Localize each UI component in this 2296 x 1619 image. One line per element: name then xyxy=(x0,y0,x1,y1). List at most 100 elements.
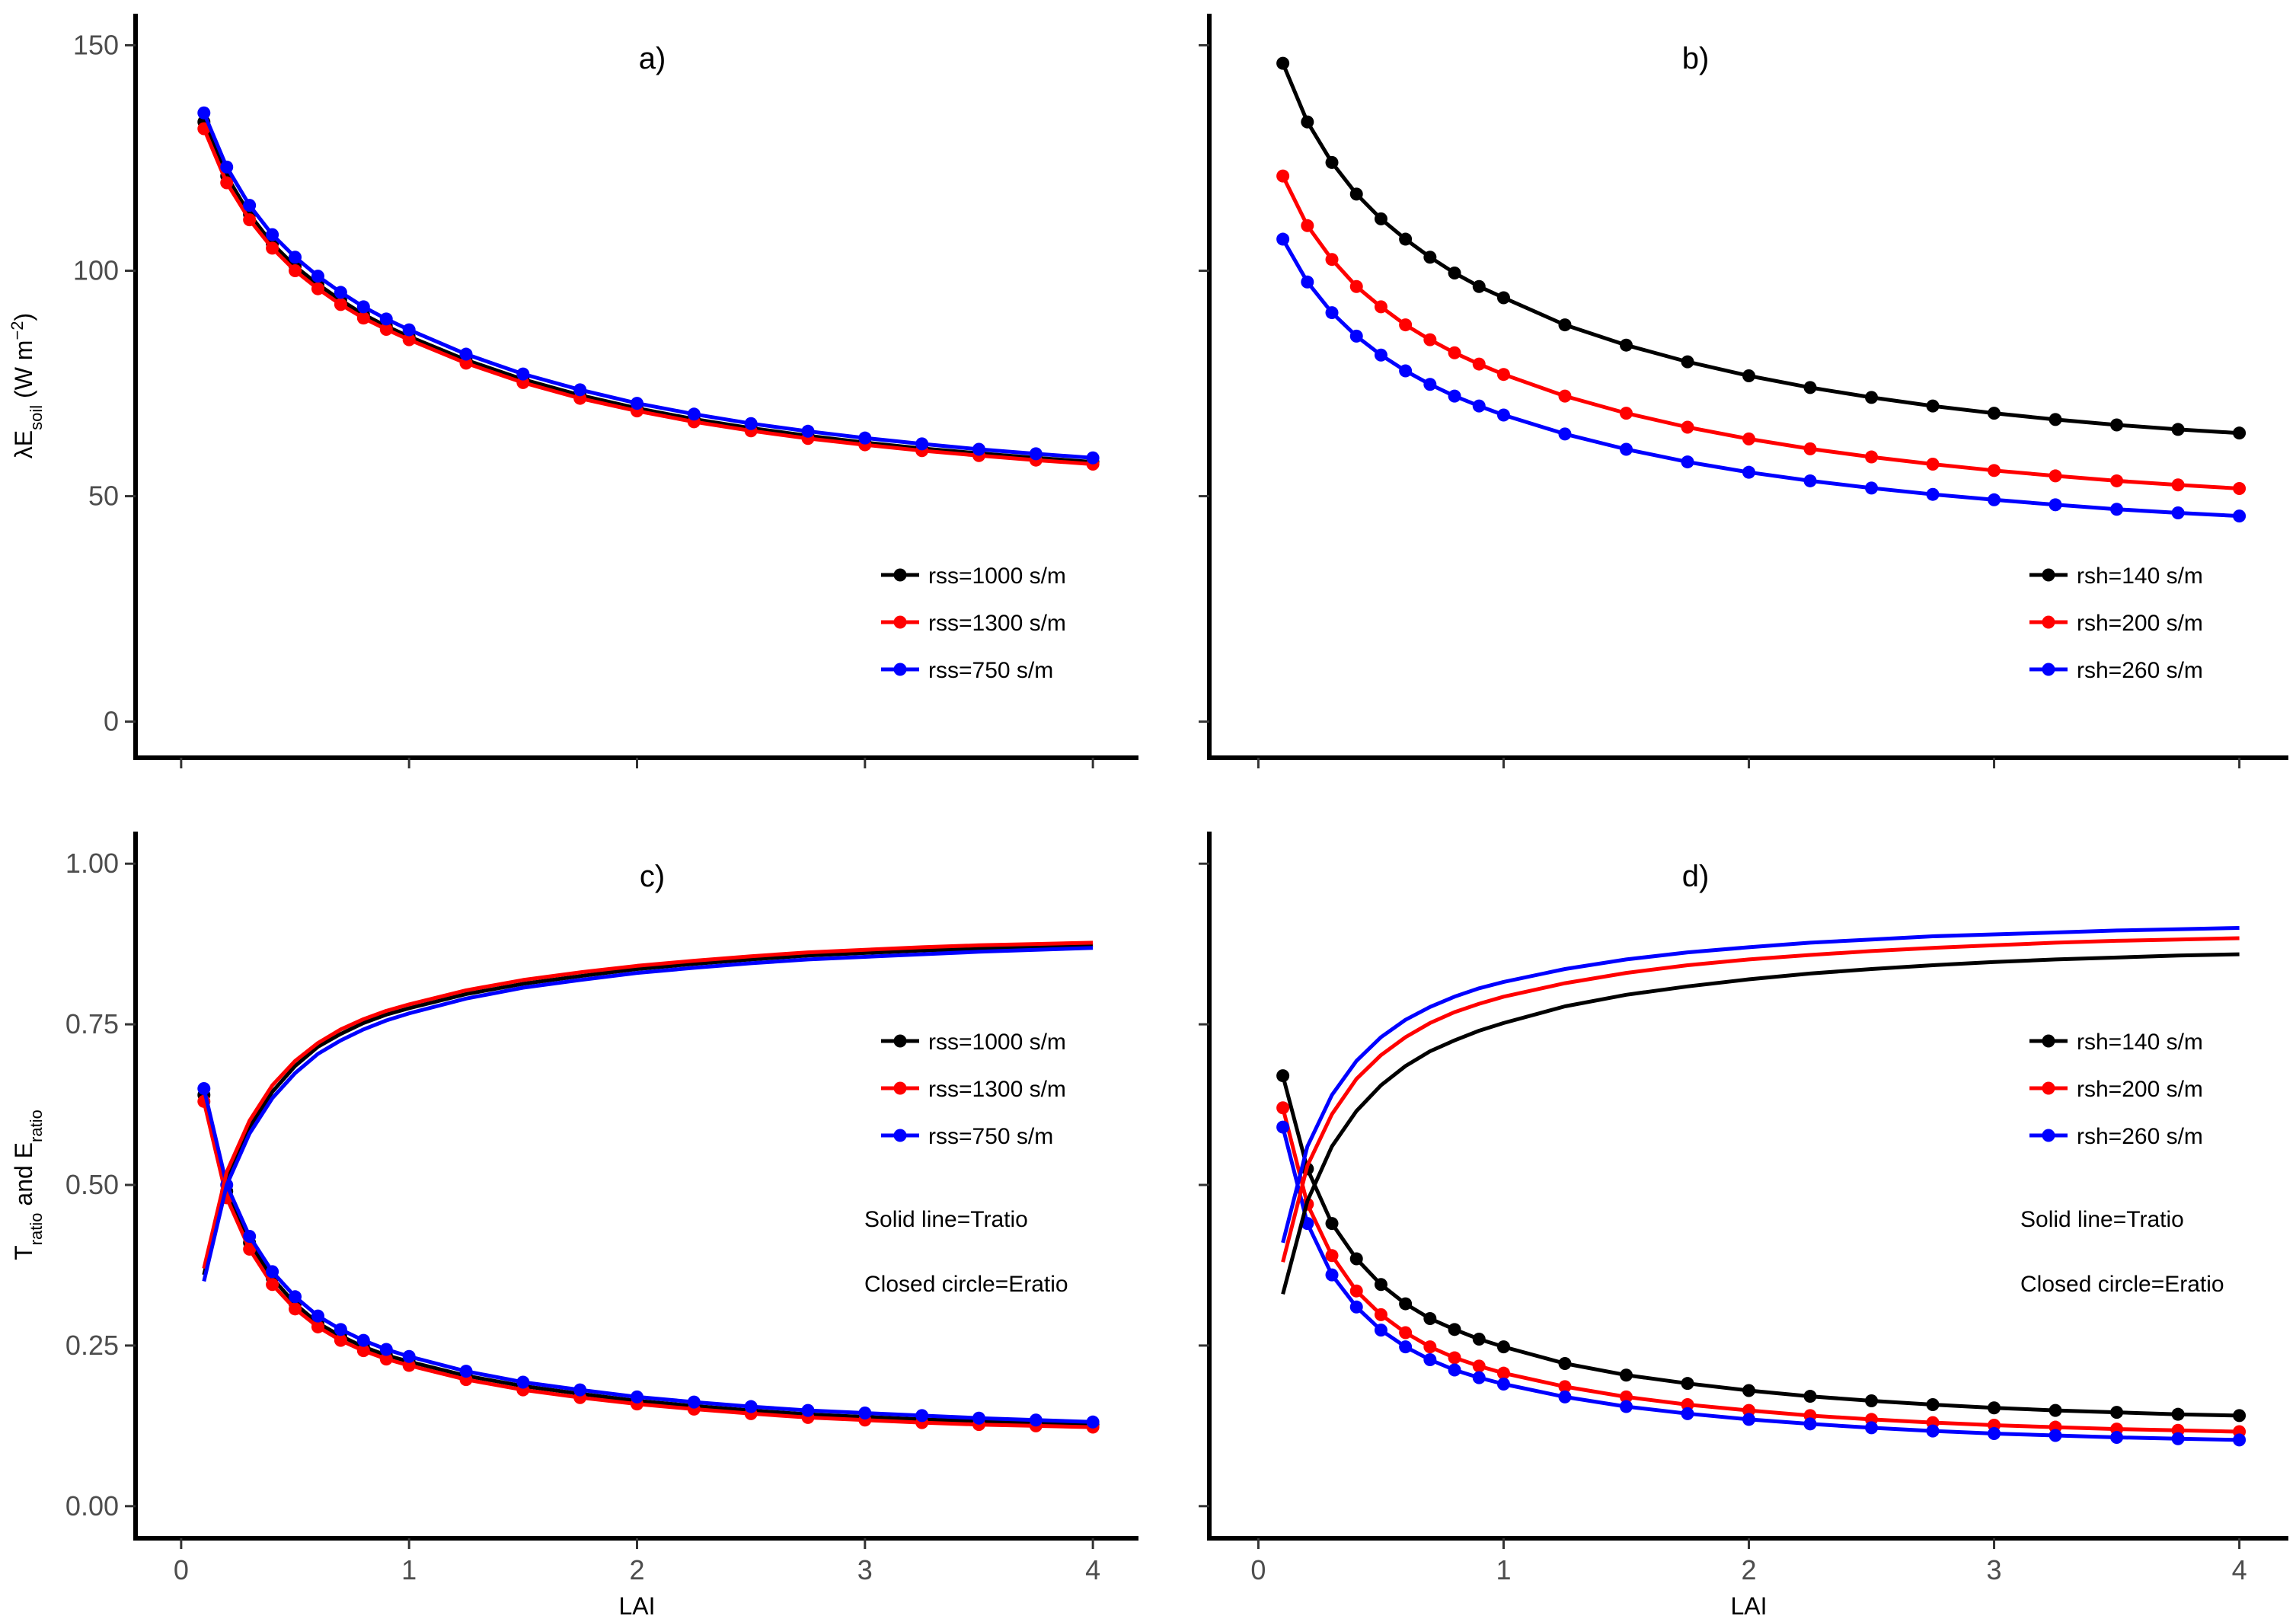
x-tick-label: 1 xyxy=(401,1554,417,1585)
data-point xyxy=(1803,1390,1817,1403)
legend-item: rsh=260 s/m xyxy=(2029,658,2203,683)
data-point xyxy=(1472,1332,1486,1346)
data-point xyxy=(1349,329,1363,343)
legend: rss=1000 s/m rss=1300 s/m rss=750 s/m xyxy=(881,1030,1066,1149)
data-point xyxy=(2110,418,2124,432)
data-point xyxy=(2233,509,2247,523)
data-point xyxy=(289,1290,302,1304)
annotation: Solid line=Tratio xyxy=(2020,1207,2184,1232)
data-point xyxy=(1276,232,1290,246)
data-point xyxy=(1742,1384,1755,1397)
x-tick-label: 3 xyxy=(857,1554,873,1585)
series-line xyxy=(1281,1126,2240,1442)
legend-item: rss=1300 s/m xyxy=(881,611,1066,636)
data-point xyxy=(573,383,587,397)
data-point xyxy=(1619,407,1633,420)
x-axis-title: LAI xyxy=(618,1592,655,1619)
data-point xyxy=(1325,253,1339,267)
data-point xyxy=(1029,447,1043,461)
y-tick-label: 150 xyxy=(73,29,119,60)
series-line xyxy=(1281,1107,2240,1434)
data-point xyxy=(631,397,643,410)
y-title-main: T xyxy=(10,1245,37,1260)
data-point xyxy=(334,286,347,299)
series-tratio-5 xyxy=(202,946,1094,1282)
data-point xyxy=(1349,1284,1363,1298)
data-point xyxy=(1496,291,1510,305)
data-point xyxy=(1742,1413,1755,1426)
annotation: Closed circle=Eratio xyxy=(2020,1272,2224,1297)
data-point xyxy=(1742,1403,1755,1417)
data-point xyxy=(1399,318,1413,332)
legend-item: rss=1300 s/m xyxy=(881,1077,1066,1102)
series-tratio-4 xyxy=(202,940,1094,1269)
legend-swatch-point xyxy=(893,1081,907,1095)
data-point xyxy=(2110,1431,2124,1445)
x-tick-label: 4 xyxy=(2232,1554,2247,1585)
data-point xyxy=(1399,1340,1413,1354)
data-point xyxy=(1349,279,1363,293)
series-eratio-2 xyxy=(197,106,1100,465)
legend-label: rsh=140 s/m xyxy=(2077,1030,2203,1055)
data-point xyxy=(1496,368,1510,382)
x-tick-label: 2 xyxy=(629,1554,644,1585)
data-point xyxy=(1558,318,1572,332)
data-point xyxy=(289,1302,302,1316)
data-point xyxy=(379,1343,393,1356)
data-point xyxy=(1374,1278,1387,1292)
data-point xyxy=(266,241,279,255)
series-eratio-1 xyxy=(1276,169,2247,496)
data-point xyxy=(243,213,257,227)
data-point xyxy=(744,1400,758,1413)
data-point xyxy=(1558,1380,1572,1394)
panel-b: b) rsh=140 s/m rsh=200 s/m rsh=260 s/m xyxy=(1199,14,2288,768)
data-point xyxy=(1681,1377,1694,1391)
data-point xyxy=(334,1323,347,1336)
legend-item: rsh=140 s/m xyxy=(2029,564,2203,589)
series-tratio-3 xyxy=(202,943,1094,1276)
data-point xyxy=(1988,464,2001,477)
data-point xyxy=(1803,474,1817,487)
legend-item: rss=1000 s/m xyxy=(881,564,1066,589)
series-line xyxy=(202,1094,1094,1427)
data-point xyxy=(1325,155,1339,169)
y-tick-label: 100 xyxy=(73,255,119,286)
data-point xyxy=(1325,306,1339,320)
data-point xyxy=(1448,266,1461,279)
data-point xyxy=(2171,1432,2185,1445)
data-point xyxy=(356,300,370,314)
data-point xyxy=(1374,212,1387,225)
data-point xyxy=(1988,1401,2001,1415)
data-point xyxy=(1374,348,1387,362)
data-point xyxy=(311,282,324,295)
series-line xyxy=(1281,926,2240,1244)
legend-swatch-point xyxy=(2042,1081,2055,1095)
data-point xyxy=(379,312,393,326)
series-tratio-5 xyxy=(1281,926,2240,1244)
data-point xyxy=(1681,455,1694,469)
data-point xyxy=(1681,420,1694,434)
legend-label: rss=1300 s/m xyxy=(928,611,1066,636)
data-point xyxy=(402,333,416,346)
data-point xyxy=(1988,1426,2001,1440)
data-point xyxy=(1496,1340,1510,1354)
data-point xyxy=(1988,493,2001,506)
panel-c: 0.00 0.25 0.50 0.75 1.00 0 1 2 3 4 LAI Tratio and E… xyxy=(10,832,1138,1619)
series-eratio-2 xyxy=(1276,232,2247,523)
data-point xyxy=(1374,1308,1387,1321)
data-point xyxy=(1619,442,1633,456)
data-point xyxy=(1399,364,1413,378)
data-point xyxy=(687,1395,701,1409)
data-point xyxy=(1742,369,1755,382)
data-point xyxy=(1742,432,1755,445)
data-point xyxy=(243,199,257,212)
series-line xyxy=(202,1087,1094,1424)
data-point xyxy=(1803,442,1817,455)
data-point xyxy=(356,1333,370,1347)
data-point xyxy=(1496,1378,1510,1391)
data-point xyxy=(1374,300,1387,314)
data-point xyxy=(1558,1390,1572,1403)
data-point xyxy=(801,1403,815,1417)
data-point xyxy=(687,407,701,421)
